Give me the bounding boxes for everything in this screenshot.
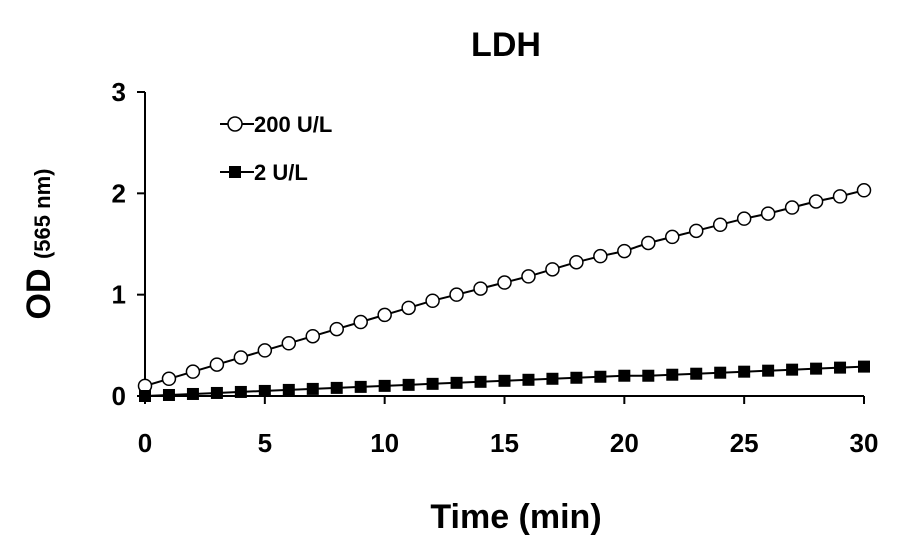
data-point-2ul [330,381,343,394]
data-point-2ul [570,371,583,384]
data-point-200ul [832,189,848,204]
legend-item-2ul: 2 U/L [220,160,308,185]
data-point-200ul [329,321,344,337]
data-point-200ul [233,350,249,365]
data-point-2ul [546,372,559,385]
x-tick-label: 10 [370,428,399,458]
data-point-2ul [378,379,391,392]
data-point-2ul [354,380,367,393]
data-point-200ul [209,357,225,372]
data-point-2ul [594,370,607,383]
data-point-2ul [139,390,151,402]
y-axis-label: OD (565 nm) [20,169,58,320]
data-point-2ul [402,378,415,391]
x-tick-label: 5 [258,428,272,458]
data-point-200ul [569,254,584,270]
data-point-2ul [738,365,751,378]
y-tick-label: 1 [112,280,126,310]
legend: 200 U/L 2 U/L [220,112,332,185]
legend-item-200ul: 200 U/L [220,112,332,137]
data-point-2ul [786,363,799,376]
data-point-200ul [808,194,824,209]
x-tick-label: 15 [490,428,519,458]
data-point-2ul [834,361,847,374]
legend-label-200ul: 200 U/L [254,112,332,137]
data-point-200ul [497,275,512,290]
data-point-2ul [522,373,535,386]
chart-title: LDH [471,26,541,64]
data-point-200ul [641,235,656,251]
x-tick-label: 0 [138,428,152,458]
y-tick-label: 3 [112,77,126,107]
data-point-2ul [618,369,631,382]
y-tick-label: 2 [112,178,126,208]
y-tick-label: 0 [112,381,126,411]
data-point-2ul [714,366,727,379]
data-point-200ul [473,281,488,296]
data-point-200ul [665,229,680,245]
data-point-2ul [210,386,223,399]
data-point-200ul [712,217,728,232]
data-point-2ul [858,360,870,373]
data-point-200ul [545,262,560,277]
data-point-2ul [666,368,679,381]
data-point-200ul [185,364,201,379]
data-point-2ul [450,376,463,389]
data-point-200ul [161,371,177,387]
y-axis-label-main: OD [20,268,58,319]
data-point-200ul [736,211,752,226]
data-point-200ul [521,269,536,284]
data-point-2ul [762,364,775,377]
data-point-200ul [281,336,297,351]
data-point-200ul [305,328,321,344]
data-point-2ul [306,382,319,395]
data-point-2ul [258,384,271,397]
x-axis-label: Time (min) [430,498,601,536]
series-layer [137,183,872,402]
axis-ticks: 0 5 10 15 20 25 30 0 1 2 3 [112,77,879,458]
data-point-200ul [593,248,608,264]
legend-marker-2ul [229,166,241,178]
data-point-2ul [162,388,175,401]
data-point-200ul [617,243,632,259]
data-point-200ul [257,343,273,358]
data-point-200ul [449,287,464,302]
data-point-200ul [401,300,416,316]
data-point-200ul [784,200,800,215]
data-point-200ul [688,223,704,239]
data-point-200ul [425,293,440,308]
data-point-2ul [642,369,655,382]
x-tick-label: 20 [610,428,639,458]
data-point-2ul [498,374,511,387]
x-tick-label: 30 [850,428,879,458]
data-point-2ul [474,375,487,388]
data-point-2ul [186,387,199,400]
y-axis-label-unit: (565 nm) [30,169,55,259]
data-point-2ul [234,385,247,398]
data-point-2ul [690,367,703,380]
data-point-2ul [282,383,295,396]
data-point-200ul [856,183,872,198]
data-point-200ul [377,307,392,323]
x-tick-label: 25 [730,428,759,458]
data-point-200ul [353,314,368,330]
data-point-2ul [810,362,823,375]
legend-marker-200ul [227,116,243,132]
data-point-2ul [426,377,439,390]
data-point-200ul [760,206,776,221]
legend-label-2ul: 2 U/L [254,160,308,185]
